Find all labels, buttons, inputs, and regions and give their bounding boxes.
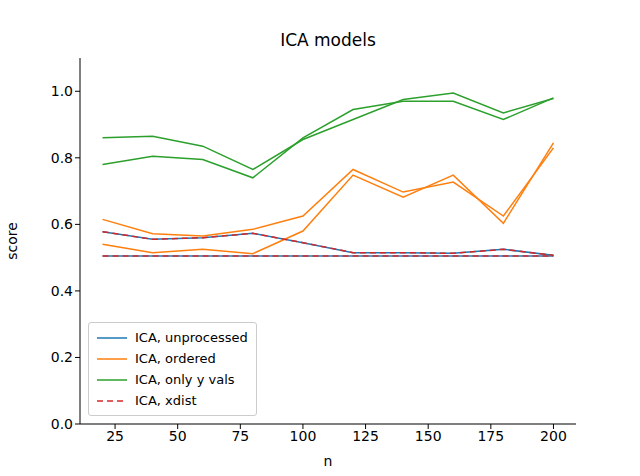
svg-text:200: 200 bbox=[540, 428, 567, 444]
svg-text:score: score bbox=[8, 222, 20, 260]
html-text:ICA, only y vals: ICA, only y vals bbox=[135, 372, 235, 387]
svg-text:25: 25 bbox=[106, 428, 124, 444]
svg-text:0.2: 0.2 bbox=[51, 349, 73, 365]
svg-text:50: 50 bbox=[169, 428, 187, 444]
svg-text:175: 175 bbox=[477, 428, 504, 444]
svg-text:0.8: 0.8 bbox=[51, 150, 73, 166]
svg-text:0.6: 0.6 bbox=[51, 216, 73, 232]
html-text:ICA, unprocessed: ICA, unprocessed bbox=[135, 330, 248, 345]
svg-text:150: 150 bbox=[415, 428, 442, 444]
svg-text:0.0: 0.0 bbox=[51, 416, 73, 432]
html-text:ICA, ordered: ICA, ordered bbox=[135, 351, 216, 366]
svg-text:125: 125 bbox=[352, 428, 379, 444]
svg-text:75: 75 bbox=[231, 428, 249, 444]
svg-text:n: n bbox=[324, 453, 333, 469]
html-text:ICA models: ICA models bbox=[280, 30, 376, 50]
svg-text:1.0: 1.0 bbox=[51, 83, 73, 99]
svg-text:0.4: 0.4 bbox=[51, 283, 73, 299]
html-text:ICA, xdist: ICA, xdist bbox=[135, 393, 197, 408]
svg-text:100: 100 bbox=[290, 428, 317, 444]
